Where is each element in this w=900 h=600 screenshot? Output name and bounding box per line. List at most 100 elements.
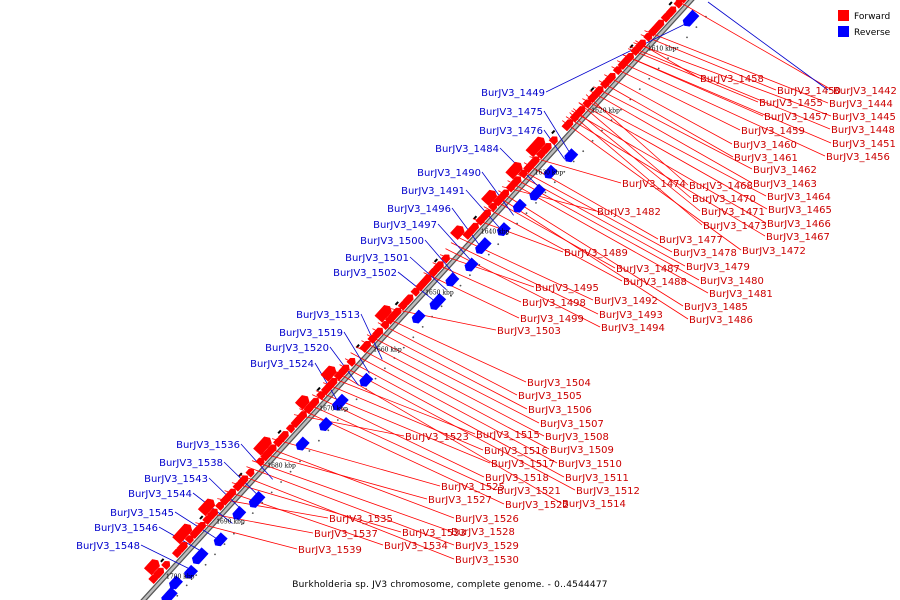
forward-gene-label[interactable]: BurJV3_1448 [831, 125, 895, 136]
forward-gene-label[interactable]: BurJV3_1485 [684, 302, 748, 313]
forward-gene-label[interactable]: BurJV3_1493 [599, 310, 663, 321]
reverse-gene-label[interactable]: BurJV3_1543 [144, 474, 208, 485]
forward-gene-label[interactable]: BurJV3_1487 [616, 264, 680, 275]
forward-gene-label[interactable]: BurJV3_1516 [484, 446, 548, 457]
reverse-leader-line [545, 21, 691, 93]
reverse-gene-label[interactable]: BurJV3_1546 [94, 523, 158, 534]
reverse-gene-label[interactable]: BurJV3_1490 [417, 168, 481, 179]
forward-gene-label[interactable]: BurJV3_1463 [753, 179, 817, 190]
forward-gene-label[interactable]: BurJV3_1481 [709, 289, 773, 300]
forward-gene-label[interactable]: BurJV3_1457 [764, 112, 828, 123]
forward-gene-label[interactable]: BurJV3_1534 [384, 541, 448, 552]
reverse-gene-label[interactable]: BurJV3_1524 [250, 359, 314, 370]
reverse-gene-label[interactable]: BurJV3_1484 [435, 144, 499, 155]
forward-gene-label[interactable]: BurJV3_1470 [692, 194, 756, 205]
forward-gene-label[interactable]: BurJV3_1478 [673, 248, 737, 259]
forward-gene-label[interactable]: BurJV3_1458 [700, 74, 764, 85]
forward-gene-label[interactable]: BurJV3_1488 [623, 277, 687, 288]
ruler-dot [355, 398, 358, 401]
forward-gene-label[interactable]: BurJV3_1535 [329, 514, 393, 525]
forward-gene-label[interactable]: BurJV3_1517 [491, 459, 555, 470]
forward-gene-label[interactable]: BurJV3_1509 [550, 445, 614, 456]
forward-leader-line [423, 272, 520, 319]
forward-gene-label[interactable]: BurJV3_1523 [405, 432, 469, 443]
forward-gene-label[interactable]: BurJV3_1505 [518, 391, 582, 402]
forward-gene-feature [184, 535, 194, 545]
reverse-gene-feature [682, 9, 700, 27]
forward-gene-label[interactable]: BurJV3_1514 [562, 499, 626, 510]
reverse-gene-label[interactable]: BurJV3_1544 [128, 489, 192, 500]
forward-gene-label[interactable]: BurJV3_1527 [428, 495, 492, 506]
forward-gene-label[interactable]: BurJV3_1451 [832, 139, 896, 150]
forward-leader-line [501, 186, 597, 212]
forward-gene-label[interactable]: BurJV3_1468 [689, 181, 753, 192]
forward-gene-label[interactable]: BurJV3_1455 [759, 98, 823, 109]
forward-gene-label[interactable]: BurJV3_1461 [734, 153, 798, 164]
forward-gene-label[interactable]: BurJV3_1489 [564, 248, 628, 259]
forward-gene-label[interactable]: BurJV3_1495 [535, 283, 599, 294]
reverse-gene-label[interactable]: BurJV3_1520 [265, 343, 329, 354]
forward-gene-label[interactable]: BurJV3_1479 [686, 262, 750, 273]
forward-gene-label[interactable]: BurJV3_1533 [402, 528, 466, 539]
forward-gene-label[interactable]: BurJV3_1474 [622, 179, 686, 190]
forward-gene-label[interactable]: BurJV3_1515 [476, 430, 540, 441]
forward-gene-label[interactable]: BurJV3_1530 [455, 555, 519, 566]
forward-gene-label[interactable]: BurJV3_1528 [451, 527, 515, 538]
forward-leader-line [573, 108, 701, 212]
forward-gene-label[interactable]: BurJV3_1518 [485, 473, 549, 484]
forward-gene-label[interactable]: BurJV3_1512 [576, 486, 640, 497]
forward-gene-label[interactable]: BurJV3_1464 [767, 192, 831, 203]
forward-gene-label[interactable]: BurJV3_1504 [527, 378, 591, 389]
forward-gene-label[interactable]: BurJV3_1521 [497, 486, 561, 497]
reverse-gene-label[interactable]: BurJV3_1548 [76, 541, 140, 552]
forward-gene-label[interactable]: BurJV3_1539 [298, 545, 362, 556]
forward-gene-label[interactable]: BurJV3_1471 [701, 207, 765, 218]
forward-gene-label[interactable]: BurJV3_1466 [767, 219, 831, 230]
forward-gene-label[interactable]: BurJV3_1477 [659, 235, 723, 246]
forward-gene-label[interactable]: BurJV3_1498 [522, 298, 586, 309]
forward-gene-label[interactable]: BurJV3_1522 [505, 500, 569, 511]
forward-gene-label[interactable]: BurJV3_1465 [768, 205, 832, 216]
forward-gene-label[interactable]: BurJV3_1506 [528, 405, 592, 416]
reverse-gene-label[interactable]: BurJV3_1501 [345, 253, 409, 264]
forward-gene-label[interactable]: BurJV3_1510 [558, 459, 622, 470]
reverse-gene-label[interactable]: BurJV3_1449 [481, 88, 545, 99]
forward-gene-label[interactable]: BurJV3_1525 [441, 482, 505, 493]
forward-gene-label[interactable]: BurJV3_1494 [601, 323, 665, 334]
reverse-gene-label[interactable]: BurJV3_1519 [279, 328, 343, 339]
forward-gene-label[interactable]: BurJV3_1456 [826, 152, 890, 163]
reverse-gene-label[interactable]: BurJV3_1476 [479, 126, 543, 137]
reverse-gene-label[interactable]: BurJV3_1497 [373, 220, 437, 231]
forward-gene-label[interactable]: BurJV3_1462 [753, 165, 817, 176]
reverse-gene-label[interactable]: BurJV3_1500 [360, 236, 424, 247]
forward-gene-label[interactable]: BurJV3_1480 [700, 276, 764, 287]
forward-gene-label[interactable]: BurJV3_1537 [314, 529, 378, 540]
reverse-gene-label[interactable]: BurJV3_1475 [479, 107, 543, 118]
forward-gene-label[interactable]: BurJV3_1503 [497, 326, 561, 337]
reverse-gene-label[interactable]: BurJV3_1491 [401, 186, 465, 197]
forward-gene-label[interactable]: BurJV3_1492 [594, 296, 658, 307]
reverse-gene-label[interactable]: BurJV3_1513 [296, 310, 360, 321]
reverse-gene-label[interactable]: BurJV3_1545 [110, 508, 174, 519]
forward-gene-label[interactable]: BurJV3_1486 [689, 315, 753, 326]
forward-gene-label[interactable]: BurJV3_1472 [742, 246, 806, 257]
forward-gene-label[interactable]: BurJV3_1526 [455, 514, 519, 525]
forward-gene-label[interactable]: BurJV3_1444 [829, 99, 893, 110]
forward-gene-label[interactable]: BurJV3_1459 [741, 126, 805, 137]
forward-gene-label[interactable]: BurJV3_1482 [597, 207, 661, 218]
forward-gene-label[interactable]: BurJV3_1507 [540, 419, 604, 430]
forward-gene-label[interactable]: BurJV3_1499 [520, 314, 584, 325]
forward-gene-label[interactable]: BurJV3_1460 [733, 140, 797, 151]
forward-gene-label[interactable]: BurJV3_1511 [565, 473, 629, 484]
forward-gene-label[interactable]: BurJV3_1529 [455, 541, 519, 552]
reverse-gene-label[interactable]: BurJV3_1536 [176, 440, 240, 451]
forward-gene-label[interactable]: BurJV3_1467 [766, 232, 830, 243]
reverse-gene-label[interactable]: BurJV3_1538 [159, 458, 223, 469]
reverse-gene-label[interactable]: BurJV3_1496 [387, 204, 451, 215]
forward-gene-label[interactable]: BurJV3_1450 [777, 86, 841, 97]
reverse-gene-label[interactable]: BurJV3_1502 [333, 268, 397, 279]
forward-gene-label[interactable]: BurJV3_1473 [703, 221, 767, 232]
forward-gene-label[interactable]: BurJV3_1508 [545, 432, 609, 443]
forward-gene-label[interactable]: BurJV3_1442 [833, 86, 897, 97]
forward-gene-label[interactable]: BurJV3_1445 [832, 112, 896, 123]
